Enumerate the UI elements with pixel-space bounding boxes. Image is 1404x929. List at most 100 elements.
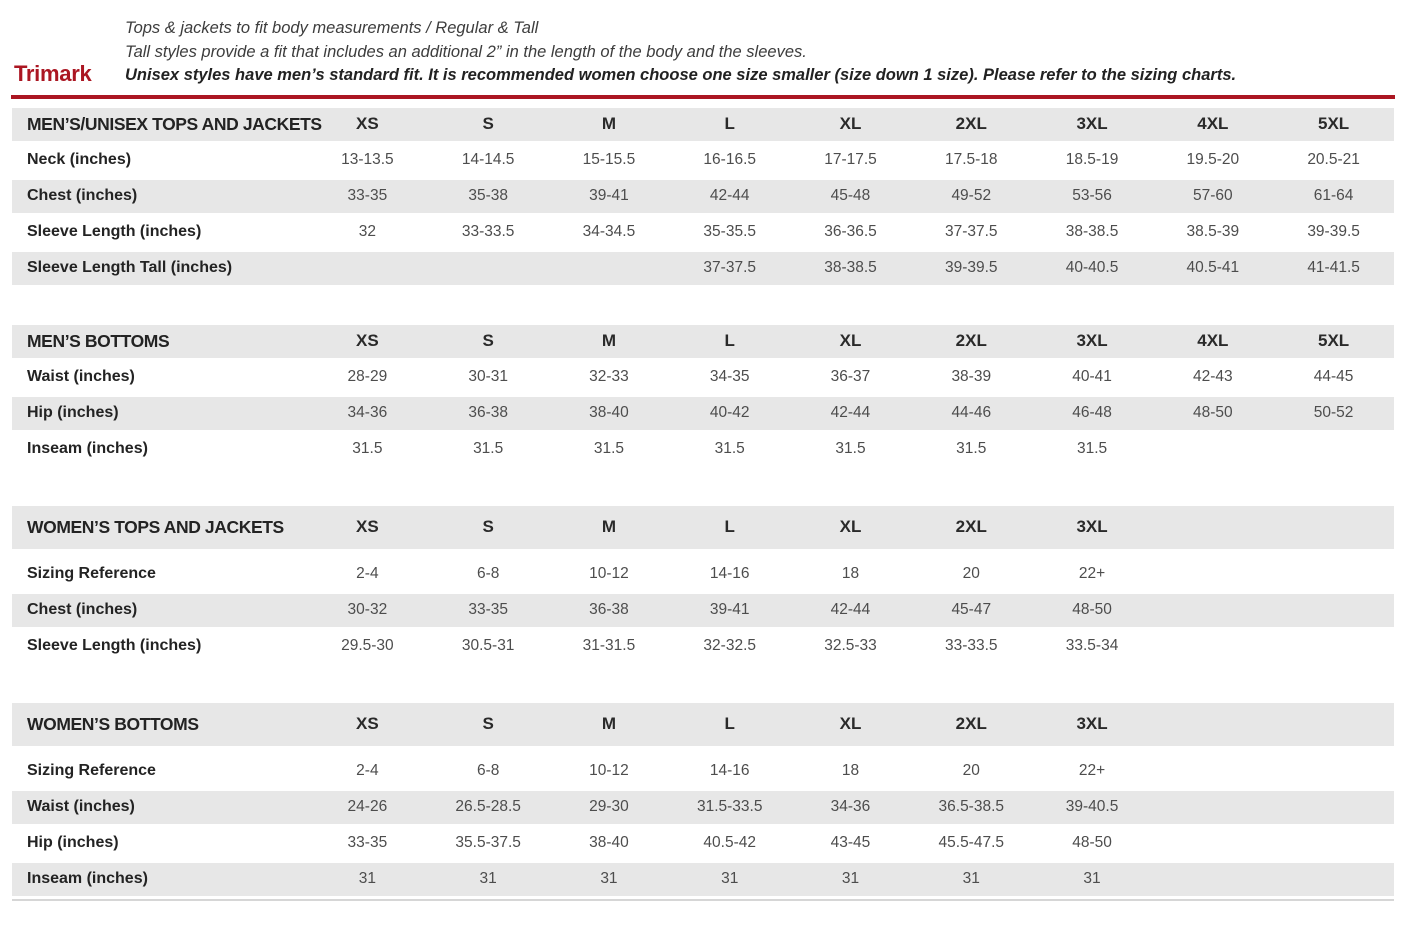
table-row: Waist (inches) 24-26 26.5-28.5 29-30 31.5-33… — [12, 790, 1394, 824]
cell-value: 20.5-21 — [1307, 151, 1360, 168]
cell-value: 30.5-31 — [461, 637, 515, 654]
cell-value: 17-17.5 — [824, 151, 877, 168]
column-header: L — [724, 714, 735, 733]
column-header: XS — [356, 714, 379, 733]
cell-value: 46-48 — [1072, 404, 1112, 421]
row-label: Sleeve Length Tall (inches) — [27, 259, 233, 276]
cell-value: 10-12 — [589, 762, 629, 779]
table-title: MEN’S BOTTOMS — [27, 330, 170, 351]
cell-value: 2-4 — [356, 565, 379, 582]
table-header-row: MEN’S BOTTOMS XS S M L XL 2XL 3XL 4XL 5XL — [12, 324, 1394, 358]
column-header: 3XL — [1076, 714, 1108, 733]
cell-value: 14-16 — [709, 565, 750, 582]
table-row: Chest (inches) 33-35 35-38 39-41 42-44 45-48 4… — [12, 179, 1394, 213]
table-header-row: MEN’S/UNISEX TOPS AND JACKETS XS S M L XL 2XL 3… — [12, 107, 1394, 141]
intro-line-2: Tall styles provide a fit that includes … — [125, 42, 807, 61]
cell-value: 31-31.5 — [582, 637, 636, 654]
column-header: XS — [356, 517, 379, 536]
cell-value: 38.5-39 — [1186, 223, 1240, 240]
cell-value: 38-38.5 — [1065, 223, 1119, 240]
size-table-3: WOMEN’S TOPS AND JACKETS XS S M L XL 2XL 3XL Siz… — [12, 505, 1394, 663]
cell-value: 35.5-37.5 — [455, 834, 521, 851]
size-table-2: MEN’S BOTTOMS XS S M L XL 2XL 3XL 4XL 5XL Waist (i… — [12, 324, 1394, 466]
cell-value: 36.5-38.5 — [938, 798, 1005, 815]
cell-value: 40-42 — [709, 404, 750, 421]
row-label: Hip (inches) — [27, 834, 119, 851]
cell-value: 36-38 — [589, 601, 629, 618]
table-title: WOMEN’S BOTTOMS — [27, 713, 199, 734]
cell-value: 36-36.5 — [824, 223, 877, 240]
cell-value: 31 — [358, 870, 376, 887]
column-header: 4XL — [1197, 331, 1229, 350]
cell-value: 31 — [479, 870, 497, 887]
column-header: 2XL — [955, 331, 987, 350]
cell-value: 42-44 — [830, 404, 871, 421]
cell-value: 31.5-33.5 — [696, 798, 763, 815]
cell-value: 15-15.5 — [582, 151, 636, 168]
column-header: S — [482, 331, 494, 350]
table-header-row: WOMEN’S TOPS AND JACKETS XS S M L XL 2XL 3XL — [12, 505, 1394, 549]
cell-value: 14-14.5 — [461, 151, 515, 168]
column-header: M — [601, 114, 617, 133]
column-header: M — [601, 714, 617, 733]
table-row: Inseam (inches) 31 31 31 31 31 31 31 — [12, 862, 1394, 896]
table-row: Sizing Reference 2-4 6-8 10-12 14-16 18 20 22+ — [12, 557, 1394, 591]
intro-line-3: Unisex styles have men’s standard fit. I… — [125, 66, 1237, 84]
tables-container: MEN’S/UNISEX TOPS AND JACKETS XS S M L XL 2XL 3… — [12, 107, 1394, 901]
cell-value: 31.5 — [956, 440, 987, 457]
cell-value: 50-52 — [1313, 404, 1354, 421]
column-header: S — [482, 714, 494, 733]
cell-value: 33-33.5 — [944, 637, 998, 654]
intro-text: Tops & jackets to fit body measurements … — [125, 17, 1236, 88]
cell-value: 48-50 — [1072, 834, 1112, 851]
cell-value: 28-29 — [347, 368, 388, 385]
cell-value: 48-50 — [1193, 404, 1233, 421]
table-row: Sleeve Length (inches) 29.5-30 30.5-31 31-3… — [12, 629, 1394, 663]
cell-value: 33.5-34 — [1065, 637, 1119, 654]
row-label: Sleeve Length (inches) — [27, 223, 202, 240]
column-header: 5XL — [1318, 331, 1350, 350]
cell-value: 31 — [1083, 870, 1101, 887]
cell-value: 53-56 — [1072, 187, 1112, 204]
column-header: L — [724, 517, 735, 536]
cell-value: 22+ — [1078, 565, 1106, 582]
column-header: M — [601, 331, 617, 350]
table-title: WOMEN’S TOPS AND JACKETS — [27, 516, 284, 537]
row-label: Sizing Reference — [27, 565, 156, 582]
row-label: Sleeve Length (inches) — [27, 637, 202, 654]
column-header: XL — [839, 114, 862, 133]
column-header: 2XL — [955, 114, 987, 133]
cell-value: 6-8 — [476, 565, 500, 582]
column-header: 3XL — [1076, 331, 1108, 350]
column-header: XL — [839, 714, 862, 733]
table-row: Neck (inches) 13-13.5 14-14.5 15-15.5 16-16.… — [12, 143, 1394, 177]
row-label: Chest (inches) — [27, 187, 138, 204]
cell-value: 30-31 — [468, 368, 508, 385]
cell-value: 31.5 — [352, 440, 383, 457]
cell-value: 29.5-30 — [341, 637, 394, 654]
cell-value: 18 — [841, 565, 860, 582]
cell-value: 44-46 — [951, 404, 992, 421]
cell-value: 2-4 — [356, 762, 379, 779]
cell-value: 26.5-28.5 — [455, 798, 521, 815]
row-label: Inseam (inches) — [27, 440, 148, 457]
cell-value: 61-64 — [1313, 187, 1354, 204]
cell-value: 18.5-19 — [1065, 151, 1119, 168]
column-header: XS — [356, 331, 379, 350]
cell-value: 32-32.5 — [703, 637, 756, 654]
cell-value: 32 — [358, 223, 376, 240]
cell-value: 31.5 — [593, 440, 625, 457]
cell-value: 31.5 — [1076, 440, 1108, 457]
cell-value: 33-35 — [347, 834, 388, 851]
cell-value: 39-39.5 — [944, 259, 998, 276]
table-row: Sleeve Length (inches) 32 33-33.5 34-34.5 35… — [12, 215, 1394, 249]
cell-value: 20 — [962, 565, 980, 582]
cell-value: 34-35 — [709, 368, 750, 385]
brand-logo: Trimark — [14, 60, 92, 86]
cell-value: 16-16.5 — [703, 151, 756, 168]
column-header: 3XL — [1076, 517, 1108, 536]
cell-value: 31 — [721, 870, 739, 887]
cell-value: 45-47 — [951, 601, 992, 618]
cell-value: 39-41 — [589, 187, 629, 204]
column-header: M — [601, 517, 617, 536]
